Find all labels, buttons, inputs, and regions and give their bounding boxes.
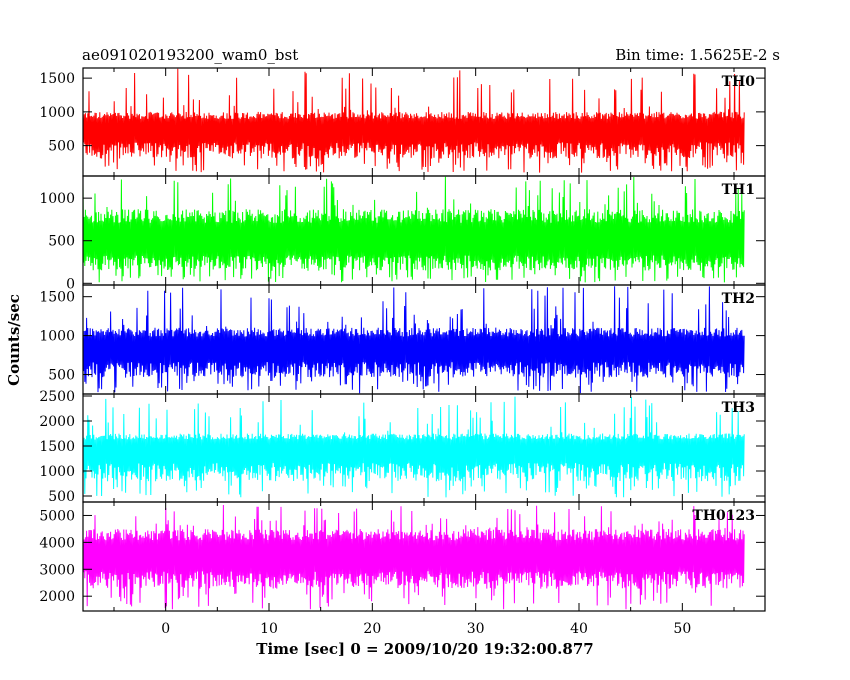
panel-th2: 500 1000 1500 TH2 — [39, 284, 766, 395]
y-tick-label: 4000 — [39, 535, 75, 551]
panel-th0: 500 1000 1500 TH0 — [39, 67, 766, 177]
series-line-th2 — [82, 286, 745, 394]
y-tick-label: 500 — [48, 234, 75, 250]
y-tick-label: 500 — [48, 139, 75, 155]
panel-label-th3: TH3 — [722, 400, 755, 416]
y-tick-label: 1500 — [39, 71, 75, 87]
y-tick-label: 3000 — [39, 562, 75, 578]
x-tick-label: 0 — [161, 621, 170, 637]
x-tick-label: 30 — [467, 621, 485, 637]
y-axis-label: Counts/sec — [5, 294, 23, 386]
y-tick-label: 1000 — [39, 464, 75, 480]
y-tick-label: 5000 — [39, 508, 75, 524]
x-tick-label: 10 — [260, 621, 278, 637]
y-tick-label: 1500 — [39, 290, 75, 306]
panel-th0123: 2000 3000 4000 5000 TH0123 — [39, 501, 766, 612]
y-tick-label: 2000 — [39, 589, 75, 605]
panel-label-th0: TH0 — [722, 74, 756, 90]
x-tick-label: 40 — [570, 621, 588, 637]
observation-id-title: ae091020193200_wam0_bst — [82, 46, 298, 64]
panel-th3: 500 1000 1500 2000 2500 TH3 — [39, 389, 766, 505]
y-tick-label: 500 — [48, 489, 75, 505]
series-line-th3 — [82, 396, 745, 498]
bin-time-title: Bin time: 1.5625E-2 s — [615, 46, 780, 64]
x-axis-label: Time [sec] 0 = 2009/10/20 19:32:00.877 — [256, 640, 593, 658]
y-tick-label: 1000 — [39, 191, 75, 207]
y-tick-label: 500 — [48, 368, 75, 384]
panel-label-th0123: TH0123 — [692, 508, 755, 524]
y-tick-label: 1500 — [39, 439, 75, 455]
panel-label-th2: TH2 — [722, 291, 755, 307]
y-tick-label: 2000 — [39, 414, 75, 430]
y-tick-label: 2500 — [39, 389, 75, 405]
series-line-th1 — [82, 176, 745, 283]
y-tick-label: 0 — [66, 276, 75, 292]
series-line-th0 — [82, 68, 745, 173]
x-tick-label: 20 — [363, 621, 381, 637]
y-tick-label: 1000 — [39, 105, 75, 121]
x-tick-label: 50 — [673, 621, 691, 637]
series-line-th0123 — [82, 504, 745, 610]
y-tick-label: 1000 — [39, 329, 75, 345]
panel-th1: 0 500 1000 TH1 — [39, 175, 766, 292]
panel-label-th1: TH1 — [722, 182, 755, 198]
